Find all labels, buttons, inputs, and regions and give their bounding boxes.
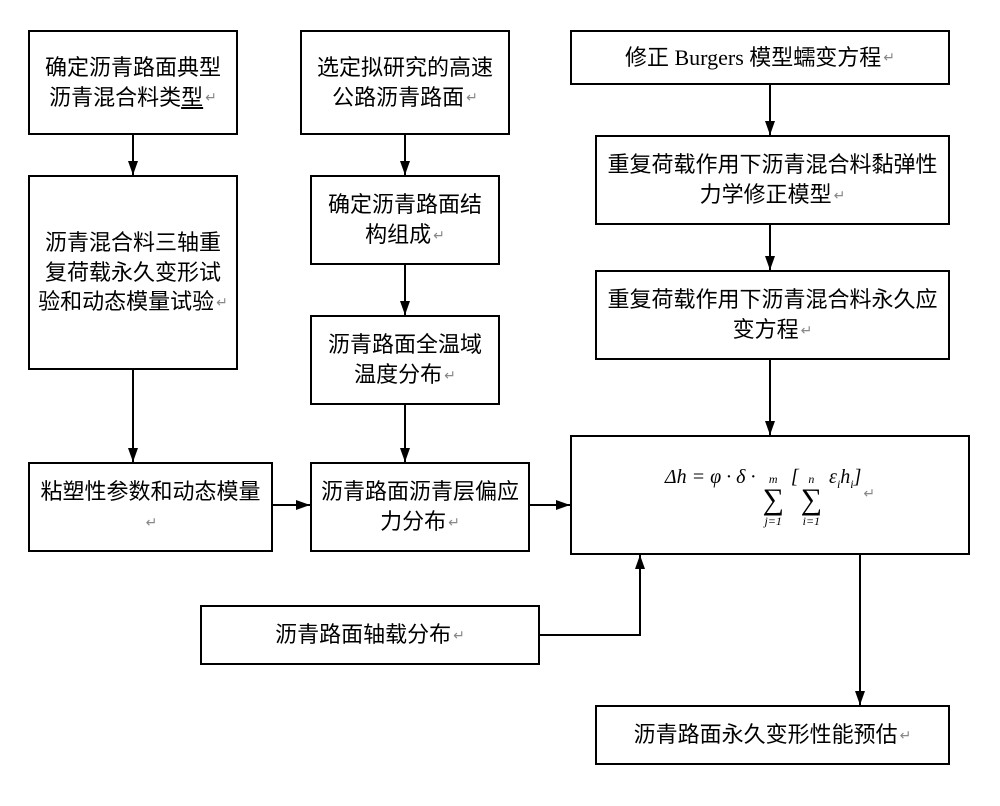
node-b3: 粘塑性参数和动态模量↵ (28, 462, 273, 552)
node-b13: 沥青路面永久变形性能预估↵ (595, 705, 950, 765)
equation-text: Δh = φ · δ · m∑j=1 [n∑i=1 εihi] (665, 464, 862, 527)
node-b2-text: 沥青混合料三轴重复荷载永久变形试验和动态模量试验↵ (38, 228, 228, 317)
node-b3-text: 粘塑性参数和动态模量↵ (38, 477, 263, 536)
node-b10: 重复荷载作用下沥青混合料永久应变方程↵ (595, 270, 950, 360)
node-b5-text: 确定沥青路面结构组成↵ (320, 190, 490, 249)
node-b9-text: 重复荷载作用下沥青混合料黏弹性力学修正模型↵ (605, 150, 940, 209)
node-b2: 沥青混合料三轴重复荷载永久变形试验和动态模量试验↵ (28, 175, 238, 370)
flowchart-canvas: 确定沥青路面典型沥青混合料类型↵ 沥青混合料三轴重复荷载永久变形试验和动态模量试… (0, 0, 1000, 806)
node-b7: 沥青路面沥青层偏应力分布↵ (310, 462, 530, 552)
node-b8: 修正 Burgers 模型蠕变方程↵ (570, 30, 950, 85)
node-b6-text: 沥青路面全温域温度分布↵ (320, 330, 490, 389)
node-b1-text: 确定沥青路面典型沥青混合料类型↵ (38, 53, 228, 112)
node-b10-text: 重复荷载作用下沥青混合料永久应变方程↵ (605, 285, 940, 344)
node-b7-text: 沥青路面沥青层偏应力分布↵ (320, 477, 520, 536)
node-b1: 确定沥青路面典型沥青混合料类型↵ (28, 30, 238, 135)
node-b13-text: 沥青路面永久变形性能预估↵ (605, 720, 940, 750)
node-b5: 确定沥青路面结构组成↵ (310, 175, 500, 265)
node-b12-text: 沥青路面轴载分布↵ (210, 620, 530, 650)
node-b12: 沥青路面轴载分布↵ (200, 605, 540, 665)
node-b4: 选定拟研究的高速公路沥青路面↵ (300, 30, 510, 135)
node-b9: 重复荷载作用下沥青混合料黏弹性力学修正模型↵ (595, 135, 950, 225)
node-b11-equation: Δh = φ · δ · m∑j=1 [n∑i=1 εihi] ↵ (570, 435, 970, 555)
node-b8-text: 修正 Burgers 模型蠕变方程↵ (580, 43, 940, 73)
node-b4-text: 选定拟研究的高速公路沥青路面↵ (310, 53, 500, 112)
node-b6: 沥青路面全温域温度分布↵ (310, 315, 500, 405)
